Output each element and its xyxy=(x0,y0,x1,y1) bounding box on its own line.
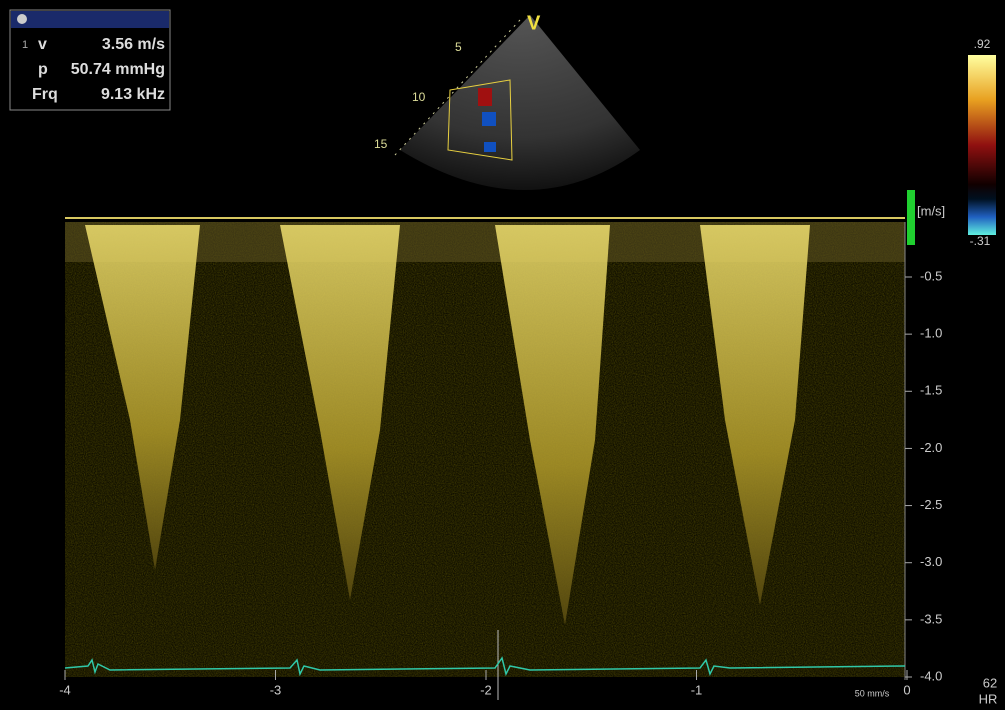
measure-label: Frq xyxy=(32,86,58,103)
ultrasound-screen: 1 v 3.56 m/s p 50.74 mmHg Frq 9.13 kHz 5… xyxy=(0,0,1005,710)
velocity-unit: [m/s] xyxy=(917,203,945,218)
flow-blue xyxy=(482,112,496,126)
depth-label: 10 xyxy=(412,90,426,104)
heart-rate-value: 62 xyxy=(983,675,997,690)
measurement-box: 1 v 3.56 m/s p 50.74 mmHg Frq 9.13 kHz xyxy=(10,10,170,110)
depth-label: 15 xyxy=(374,137,388,151)
flow-blue xyxy=(484,142,496,152)
velocity-tick-label: -3.0 xyxy=(920,554,942,569)
velocity-tick-label: -4.0 xyxy=(920,668,942,683)
heart-rate-label: HR xyxy=(979,691,998,706)
color-bar xyxy=(968,55,996,235)
spectral-display: [m/s] 50 mm/s xyxy=(65,190,945,700)
velocity-tick-label: -1.5 xyxy=(920,383,942,398)
velocity-tick-label: -3.5 xyxy=(920,611,942,626)
velocity-tick-label: -1.0 xyxy=(920,326,942,341)
time-tick-label: -3 xyxy=(270,682,282,697)
depth-label: 5 xyxy=(455,40,462,54)
time-tick-label: -2 xyxy=(480,682,492,697)
sweep-speed: 50 mm/s xyxy=(855,688,890,698)
velocity-tick-label: -2.5 xyxy=(920,497,942,512)
time-tick-label: -4 xyxy=(59,682,71,697)
measure-value: 50.74 mmHg xyxy=(71,61,165,78)
measure-value: 9.13 kHz xyxy=(101,86,165,103)
color-bar-min: -.31 xyxy=(970,234,991,248)
box-header xyxy=(11,11,169,28)
measure-label: p xyxy=(38,61,48,78)
measure-label: v xyxy=(38,36,47,53)
measure-value: 3.56 m/s xyxy=(102,36,165,53)
icon xyxy=(17,14,27,24)
scale-indicator xyxy=(907,190,915,245)
velocity-tick-label: -0.5 xyxy=(920,268,942,283)
time-tick-label: -1 xyxy=(691,682,703,697)
velocity-tick-label: -2.0 xyxy=(920,440,942,455)
measure-index: 1 xyxy=(22,39,28,51)
flow-red xyxy=(478,88,492,106)
time-tick-label: 0 xyxy=(903,682,910,697)
probe-marker: V xyxy=(527,12,541,34)
color-bar-max: .92 xyxy=(974,37,991,51)
